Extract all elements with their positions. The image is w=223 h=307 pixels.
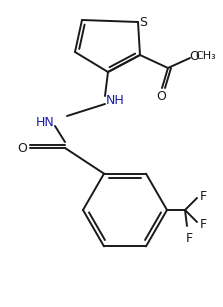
Text: HN: HN <box>36 116 54 130</box>
Text: F: F <box>199 189 206 203</box>
Text: O: O <box>17 142 27 154</box>
Text: O: O <box>189 49 199 63</box>
Text: F: F <box>199 217 206 231</box>
Text: S: S <box>139 15 147 29</box>
Text: CH₃: CH₃ <box>196 51 216 61</box>
Text: O: O <box>156 90 166 103</box>
Text: F: F <box>186 231 193 244</box>
Text: NH: NH <box>106 94 124 107</box>
